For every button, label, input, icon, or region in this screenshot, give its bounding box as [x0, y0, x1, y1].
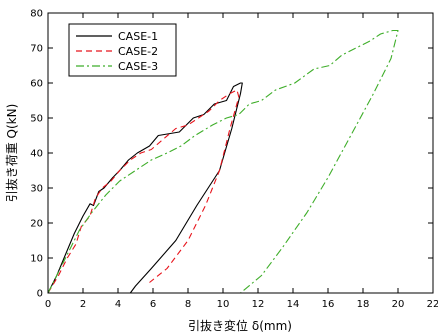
y-tick-label: 70 [30, 44, 43, 55]
y-tick-label: 0 [37, 289, 43, 300]
x-tick-label: 16 [322, 299, 335, 310]
series-line-3 [47, 29, 399, 294]
y-tick-label: 20 [30, 219, 43, 230]
x-tick-label: 20 [392, 299, 405, 310]
y-tick-label: 60 [30, 79, 43, 90]
legend-box [68, 23, 177, 77]
legend-label-3: CASE-3 [118, 60, 158, 73]
y-tick-label: 40 [30, 149, 43, 160]
x-tick-label: 22 [427, 299, 438, 310]
x-tick-label: 10 [217, 299, 230, 310]
x-tick-label: 2 [80, 299, 86, 310]
x-tick-label: 14 [287, 299, 300, 310]
y-tick-label: 10 [30, 254, 43, 265]
legend-label-2: CASE-2 [118, 45, 158, 58]
x-tick-label: 12 [252, 299, 265, 310]
legend-label-1: CASE-1 [118, 30, 158, 43]
y-tick-label: 80 [30, 9, 43, 20]
x-tick-label: 4 [115, 299, 121, 310]
x-tick-label: 18 [357, 299, 370, 310]
y-tick-label: 50 [30, 114, 43, 125]
x-tick-label: 8 [185, 299, 191, 310]
x-tick-label: 6 [150, 299, 156, 310]
legend: CASE-1 CASE-2 CASE-3 [68, 23, 177, 77]
series-lines [47, 29, 399, 294]
x-axis-title: 引抜き変位 δ(mm) [188, 318, 292, 333]
y-tick-label: 30 [30, 184, 43, 195]
y-axis-title: 引抜き荷重 Q(kN) [5, 104, 19, 203]
x-tick-label: 0 [45, 299, 51, 310]
axis-ticks: 0 2 4 6 8 10 12 14 16 18 20 22 0 10 20 30 40 50 60 70 80 [30, 9, 438, 311]
